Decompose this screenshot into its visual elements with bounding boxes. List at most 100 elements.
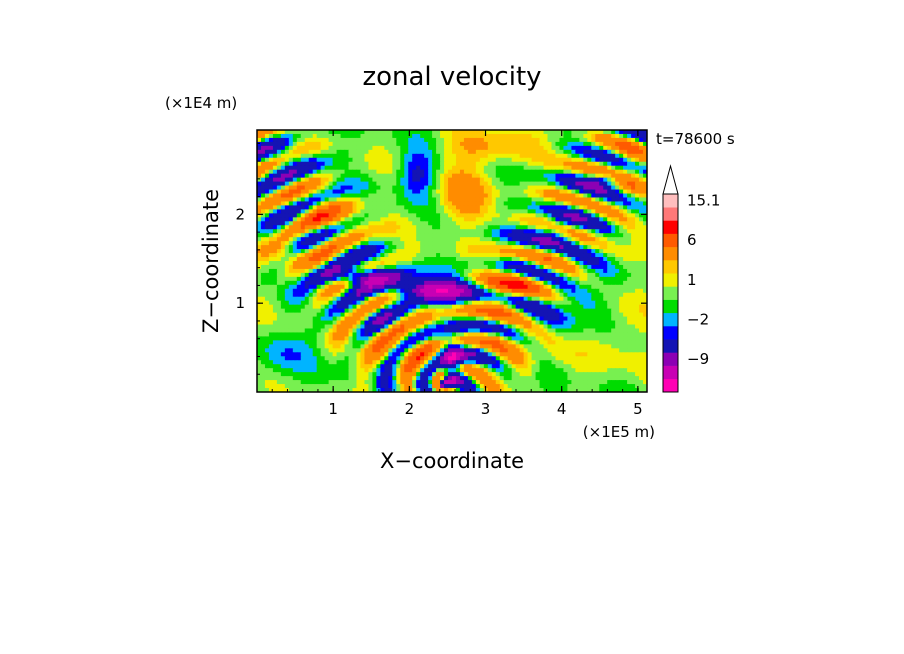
heatmap-cell	[547, 193, 553, 199]
heatmap-cell	[312, 169, 318, 175]
heatmap-cell	[587, 229, 592, 234]
heatmap-cell	[579, 296, 584, 302]
heatmap-cell	[471, 249, 477, 254]
heatmap-cell	[547, 201, 553, 207]
heatmap-cell	[527, 213, 533, 218]
heatmap-cell	[507, 137, 513, 143]
heatmap-cell	[471, 261, 477, 266]
heatmap-cell	[420, 209, 425, 214]
heatmap-cell	[583, 312, 588, 318]
heatmap-cell	[619, 193, 624, 199]
heatmap-cell	[257, 197, 262, 203]
heatmap-cell	[555, 177, 561, 183]
heatmap-cell	[559, 237, 565, 242]
heatmap-cell	[507, 308, 513, 314]
heatmap-cell	[372, 276, 377, 282]
heatmap-cell	[344, 201, 350, 207]
heatmap-cell	[495, 328, 501, 334]
heatmap-cell	[360, 249, 366, 254]
heatmap-cell	[607, 316, 612, 322]
heatmap-cell	[535, 137, 541, 143]
heatmap-cell	[491, 241, 497, 246]
heatmap-cell	[268, 272, 274, 278]
heatmap-cell	[424, 217, 429, 222]
heatmap-cell	[643, 272, 647, 278]
heatmap-cell	[400, 292, 405, 298]
heatmap-cell	[507, 249, 513, 254]
heatmap-cell	[440, 141, 445, 147]
heatmap-cell	[519, 245, 525, 250]
heatmap-cell	[368, 221, 374, 226]
heatmap-cell	[463, 153, 469, 159]
heatmap-cell	[575, 233, 580, 238]
heatmap-cell	[559, 201, 565, 207]
heatmap-cell	[396, 213, 401, 218]
heatmap-cell	[452, 221, 457, 226]
heatmap-cell	[412, 312, 417, 318]
heatmap-cell	[344, 141, 350, 147]
heatmap-cell	[384, 157, 389, 163]
heatmap-cell	[340, 268, 346, 274]
heatmap-cell	[491, 201, 497, 207]
heatmap-cell	[264, 141, 270, 147]
heatmap-cell	[288, 229, 294, 234]
heatmap-cell	[455, 300, 461, 306]
heatmap-cell	[631, 137, 636, 143]
heatmap-cell	[380, 201, 385, 207]
heatmap-cell	[467, 233, 473, 238]
heatmap-cell	[428, 161, 433, 167]
heatmap-cell	[511, 225, 517, 230]
heatmap-cell	[420, 328, 425, 334]
heatmap-cell	[623, 284, 628, 290]
heatmap-cell	[344, 165, 350, 171]
heatmap-cell	[615, 133, 620, 139]
heatmap-cell	[635, 249, 640, 254]
heatmap-cell	[503, 137, 509, 143]
heatmap-cell	[599, 193, 604, 199]
heatmap-cell	[316, 249, 322, 254]
heatmap-cell	[396, 221, 401, 226]
heatmap-cell	[507, 145, 513, 151]
heatmap-cell	[471, 213, 477, 218]
heatmap-cell	[340, 320, 346, 326]
heatmap-cell	[376, 300, 381, 306]
heatmap-cell	[515, 324, 521, 330]
heatmap-cell	[312, 141, 318, 147]
heatmap-cell	[272, 316, 278, 322]
heatmap-cell	[360, 253, 366, 258]
heatmap-cell	[448, 324, 453, 330]
heatmap-cell	[639, 312, 644, 318]
heatmap-cell	[627, 268, 632, 274]
heatmap-cell	[284, 217, 290, 222]
heatmap-cell	[643, 153, 647, 159]
heatmap-cell	[308, 189, 314, 195]
heatmap-cell	[519, 173, 525, 179]
heatmap-cell	[308, 288, 314, 294]
heatmap-cell	[531, 205, 537, 210]
heatmap-cell	[404, 328, 409, 334]
heatmap-cell	[455, 165, 461, 171]
heatmap-cell	[268, 137, 274, 143]
heatmap-cell	[635, 177, 640, 183]
heatmap-cell	[591, 253, 596, 258]
heatmap-cell	[539, 185, 545, 191]
heatmap-cell	[519, 177, 525, 183]
heatmap-cell	[555, 193, 561, 199]
heatmap-cell	[615, 268, 620, 274]
heatmap-cell	[555, 221, 561, 226]
heatmap-cell	[416, 324, 421, 330]
heatmap-cell	[372, 153, 377, 159]
heatmap-cell	[487, 153, 493, 159]
heatmap-cell	[607, 304, 612, 310]
heatmap-cell	[272, 257, 278, 262]
heatmap-cell	[579, 221, 584, 226]
heatmap-cell	[296, 312, 302, 318]
heatmap-cell	[344, 133, 350, 139]
heatmap-cell	[328, 276, 334, 282]
heatmap-cell	[591, 133, 596, 139]
heatmap-cell	[276, 280, 282, 286]
heatmap-cell	[463, 137, 469, 143]
heatmap-cell	[396, 133, 401, 139]
heatmap-cell	[420, 300, 425, 306]
